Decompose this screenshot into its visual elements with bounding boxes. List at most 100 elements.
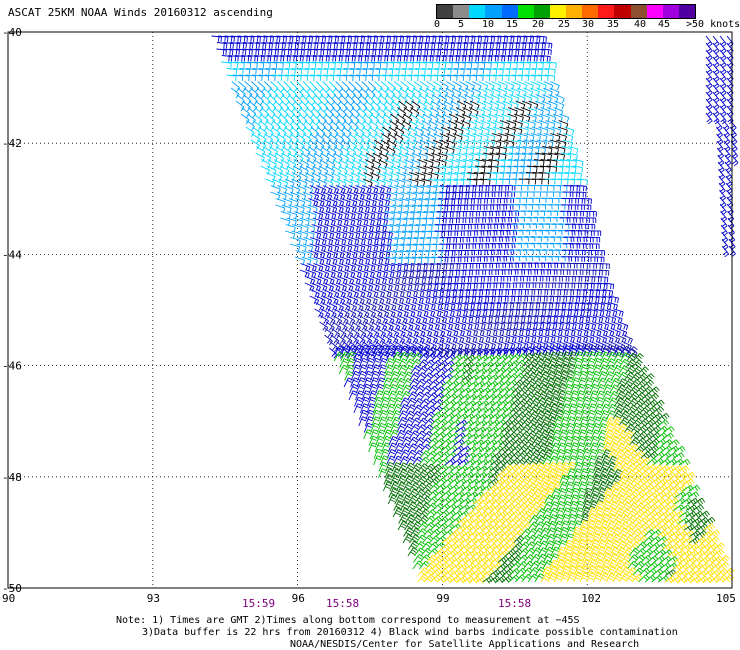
barb-staff	[316, 237, 327, 241]
barb-staff	[420, 133, 430, 139]
barb-flag	[325, 88, 330, 93]
barb-staff	[306, 107, 315, 115]
barb-staff	[290, 133, 299, 140]
barb-staff	[505, 74, 516, 77]
barb-flag	[446, 290, 448, 296]
barb-staff	[267, 107, 276, 115]
barb-staff	[520, 216, 531, 219]
barb-staff	[475, 55, 486, 57]
barb-flag	[422, 271, 425, 277]
barb-flag	[362, 232, 365, 238]
barb-staff	[393, 191, 404, 196]
barb-staff	[360, 146, 369, 153]
barb-staff	[396, 113, 406, 121]
barb-flag	[258, 119, 263, 125]
barb-staff	[350, 120, 359, 128]
barb-staff	[280, 55, 291, 57]
barb-staff	[530, 133, 541, 137]
barb-staff	[469, 48, 480, 51]
barb-staff	[271, 74, 282, 77]
barb-flag	[603, 304, 605, 310]
barb-staff	[550, 133, 561, 137]
barb-staff	[362, 74, 373, 77]
barb-staff	[447, 178, 458, 182]
barb-flag	[605, 290, 607, 296]
barb-flag	[360, 188, 363, 194]
barb-flag	[608, 297, 610, 303]
barb-staff	[392, 152, 402, 158]
barb-staff	[282, 87, 291, 96]
barb-staff	[283, 81, 292, 89]
barb-staff	[298, 224, 309, 228]
barb-staff	[325, 55, 336, 57]
barb-flag	[307, 139, 312, 144]
barb-staff	[561, 152, 572, 156]
barb-staff	[380, 191, 391, 196]
barb-flag	[349, 189, 353, 195]
barb-staff	[304, 178, 314, 184]
barb-staff	[489, 100, 499, 106]
barb-staff	[324, 68, 335, 70]
barb-staff	[521, 159, 532, 162]
barb-flag	[425, 297, 428, 303]
barb-staff	[229, 42, 240, 44]
barb-staff	[368, 133, 377, 140]
barb-flag	[424, 225, 427, 231]
barb-staff	[537, 81, 547, 86]
barb-staff	[275, 198, 286, 203]
barb-flag	[383, 213, 386, 219]
barb-flag	[402, 245, 405, 251]
barb-flag	[377, 170, 381, 175]
barb-staff	[337, 172, 347, 178]
barb-staff	[489, 152, 500, 156]
barb-staff	[337, 276, 348, 281]
barb-flag	[531, 85, 534, 91]
barb-flag	[356, 240, 360, 246]
barb-flag	[612, 284, 615, 290]
barb-staff	[381, 289, 392, 294]
barb-flag	[342, 232, 345, 239]
barb-staff	[454, 282, 465, 285]
barb-staff	[443, 48, 454, 51]
barb-flag	[355, 189, 359, 195]
barb-flag	[446, 137, 450, 143]
barb-flag	[571, 130, 575, 136]
barb-staff	[493, 68, 504, 70]
barb-flag	[496, 98, 500, 104]
barb-flag	[420, 258, 423, 264]
barb-flag	[327, 292, 331, 298]
barb-staff	[428, 172, 439, 176]
barb-staff	[393, 35, 404, 38]
barb-staff	[430, 48, 441, 51]
barb-staff	[476, 94, 487, 100]
barb-staff	[524, 242, 535, 245]
barb-staff	[545, 172, 556, 174]
barb-flag	[366, 139, 371, 144]
barb-staff	[442, 165, 453, 169]
barb-staff	[301, 146, 311, 153]
barb-flag	[545, 136, 548, 142]
barb-staff	[356, 120, 366, 128]
barb-staff	[534, 100, 545, 106]
barb-staff	[356, 230, 367, 235]
barb-staff	[427, 178, 438, 182]
barb-staff	[443, 100, 454, 107]
barb-staff	[387, 191, 398, 196]
barb-flag	[313, 299, 317, 304]
barb-staff	[381, 133, 390, 140]
barb-flag	[470, 161, 473, 167]
barb-staff	[515, 100, 526, 106]
barb-staff	[259, 120, 268, 127]
barb-staff	[390, 61, 401, 64]
barb-staff	[542, 87, 553, 93]
barb-staff	[499, 229, 510, 232]
barb-flag	[437, 304, 440, 310]
barb-staff	[500, 172, 511, 174]
barb-staff	[279, 61, 290, 64]
barb-staff	[289, 243, 300, 248]
barb-flag	[523, 167, 525, 173]
barb-staff	[268, 94, 277, 102]
barb-flag	[496, 303, 499, 309]
barb-staff	[441, 276, 452, 279]
barb-flag	[301, 145, 305, 151]
